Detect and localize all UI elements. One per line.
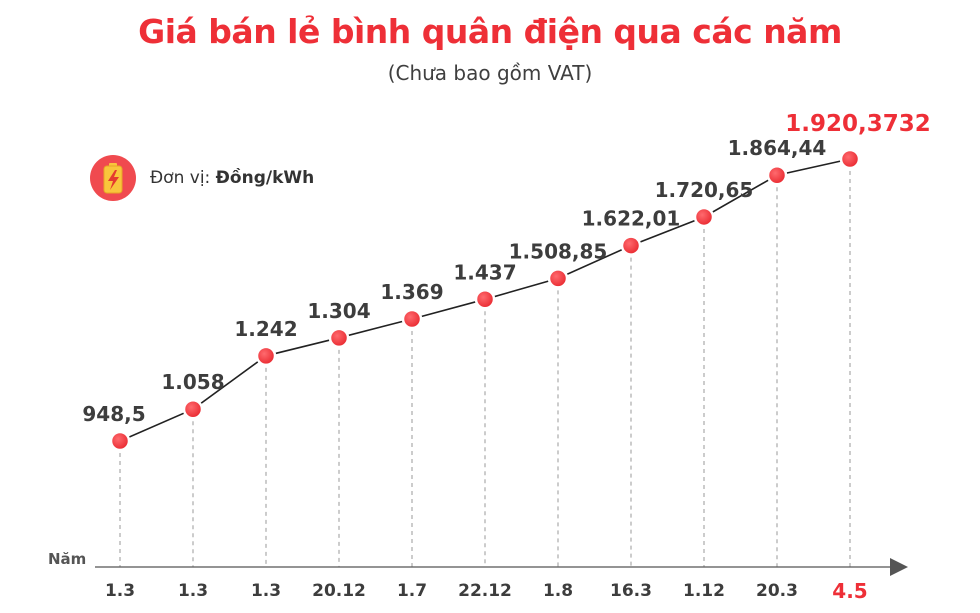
x-axis-arrow-icon: [890, 558, 908, 576]
data-point: [255, 345, 277, 367]
x-axis: Năm: [48, 550, 908, 576]
x-tick-label: 1.8: [543, 581, 573, 601]
x-axis-label: Năm: [48, 550, 86, 568]
chart-title: Giá bán lẻ bình quân điện qua các năm: [138, 12, 842, 51]
unit-label: Đơn vị:: [150, 168, 216, 188]
chart-subtitle: (Chưa bao gồm VAT): [387, 61, 593, 85]
value-label: 1.369: [380, 280, 443, 304]
data-point: [839, 148, 861, 170]
x-tick-label: 20.3: [756, 581, 798, 601]
value-label: 1.622,01: [582, 207, 681, 231]
value-label: 1.864,44: [728, 136, 827, 160]
value-label: 1.920,3732: [785, 111, 931, 137]
value-label: 1.720,65: [655, 178, 754, 202]
value-label: 1.437: [453, 260, 516, 284]
unit-legend: Đơn vị: Đồng/kWh: [90, 154, 314, 202]
data-point: [620, 235, 642, 256]
x-tick-label: 4.5: [832, 579, 867, 603]
value-label: 1.304: [307, 299, 370, 323]
x-tick-label: 1.3: [251, 581, 281, 601]
x-tick-label: 1.3: [105, 581, 135, 601]
x-tick-label: 22.12: [458, 581, 512, 601]
value-label: 1.058: [161, 370, 224, 394]
x-tick-label: 1.7: [397, 581, 427, 601]
x-tick-label: 16.3: [610, 581, 652, 601]
data-point: [401, 308, 423, 330]
unit-value: Đồng/kWh: [215, 168, 315, 188]
data-point: [109, 430, 131, 452]
data-point: [182, 398, 204, 420]
value-label: 1.242: [234, 317, 297, 341]
x-tick-labels: 1.3 1.3 1.3 20.12 1.7 22.12 1.8 16.3 1.12 20.3 4.5: [105, 579, 868, 603]
data-point: [547, 268, 569, 289]
data-points: [109, 148, 861, 452]
value-label: 948,5: [82, 402, 145, 426]
x-tick-label: 1.3: [178, 581, 208, 601]
data-point: [766, 164, 788, 186]
x-tick-label: 20.12: [312, 581, 366, 601]
battery-lightning-icon: [90, 155, 136, 201]
unit-text: Đơn vị: Đồng/kWh: [150, 168, 314, 188]
data-point: [328, 327, 350, 349]
value-label: 1.508,85: [509, 239, 608, 263]
x-tick-label: 1.12: [683, 581, 725, 601]
guide-lines: [119, 171, 851, 567]
data-point: [474, 289, 496, 310]
data-point: [693, 206, 715, 228]
